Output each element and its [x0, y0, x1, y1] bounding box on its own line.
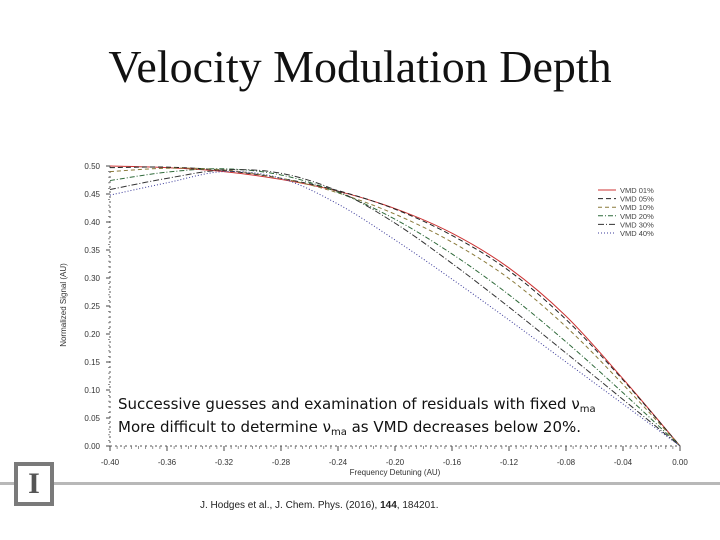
y-tick-label: 0.45: [84, 190, 100, 199]
series-line-6: [109, 170, 681, 447]
annotation-line-1-text: Successive guesses and examination of re…: [118, 395, 580, 413]
y-tick-label: 0.15: [84, 358, 100, 367]
x-tick-label: -0.20: [386, 458, 405, 467]
y-tick-label: 0.35: [84, 246, 100, 255]
y-tick-label: 0.30: [84, 274, 100, 283]
citation: J. Hodges et al., J. Chem. Phys. (2016),…: [200, 500, 438, 511]
x-tick-label: -0.24: [329, 458, 348, 467]
block-i-icon: I: [28, 467, 40, 500]
legend-label: VMD 05%: [620, 195, 654, 204]
x-tick-label: -0.28: [272, 458, 291, 467]
legend-label: VMD 30%: [620, 220, 654, 229]
y-tick-label: 0.20: [84, 330, 100, 339]
citation-suffix: , 184201.: [396, 500, 439, 511]
y-tick-label: 0.10: [84, 386, 100, 395]
university-logo: I: [14, 462, 54, 506]
legend-label: VMD 10%: [620, 203, 654, 212]
annotation-line-2-subscript: ma: [330, 427, 347, 438]
series-line-3: [109, 167, 681, 447]
slide-title: Velocity Modulation Depth: [108, 41, 612, 92]
series-line-4: [109, 168, 681, 447]
annotation-line-2: More difficult to determine νma as VMD d…: [118, 418, 598, 438]
chart-ticks: 0.00 0.05 0.10 0.15 0.20 0.25 0.30 0.35 0.40 0.45…: [84, 162, 688, 467]
x-tick-label: -0.40: [101, 458, 120, 467]
x-tick-label: -0.32: [215, 458, 234, 467]
footer-divider: [0, 482, 720, 485]
annotation-line-2-text: More difficult to determine ν: [118, 418, 331, 436]
annotation-line-1-subscript: ma: [579, 404, 596, 415]
x-tick-label: 0.00: [672, 458, 688, 467]
x-tick-label: -0.08: [557, 458, 576, 467]
x-axis-label: Frequency Detuning (AU): [350, 468, 441, 477]
chart-series: [109, 165, 681, 447]
y-tick-label: 0.00: [84, 442, 100, 451]
x-tick-label: -0.04: [614, 458, 633, 467]
series-line-5: [109, 169, 681, 447]
y-tick-label: 0.40: [84, 218, 100, 227]
annotation-line-1: Successive guesses and examination of re…: [118, 395, 598, 415]
series-line-2: [109, 166, 681, 447]
legend-label: VMD 40%: [620, 229, 654, 238]
y-tick-label: 0.05: [84, 414, 100, 423]
series-line-1: [109, 165, 681, 447]
legend-label: VMD 01%: [620, 186, 654, 195]
y-axis-label: Normalized Signal (AU): [59, 263, 68, 347]
legend-label: VMD 20%: [620, 212, 654, 221]
y-tick-label: 0.25: [84, 302, 100, 311]
x-tick-label: -0.16: [443, 458, 462, 467]
chart-legend: VMD 01%VMD 05%VMD 10%VMD 20%VMD 30%VMD 4…: [598, 186, 654, 238]
annotation-line-2-suffix: as VMD decreases below 20%.: [346, 418, 582, 436]
citation-volume: 144: [380, 500, 397, 511]
x-tick-label: -0.12: [500, 458, 519, 467]
x-tick-label: -0.36: [158, 458, 177, 467]
citation-prefix: J. Hodges et al., J. Chem. Phys. (2016),: [200, 500, 381, 511]
y-tick-label: 0.50: [84, 162, 100, 171]
